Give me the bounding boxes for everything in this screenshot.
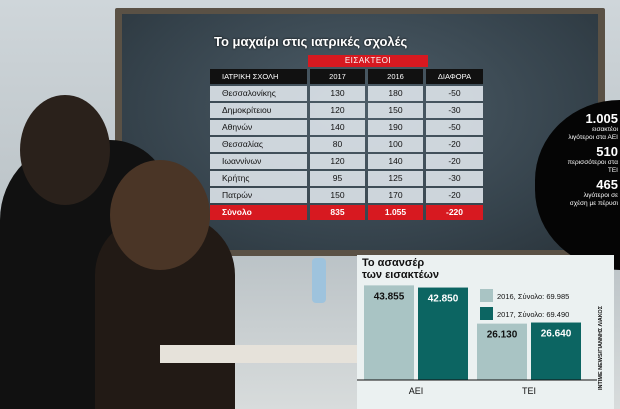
table-row: Θεσσαλίας 80 100 -20 xyxy=(210,137,486,152)
admissions-bar-chart: 43.855 42.850 ΑΕΙ 26.130 26.640 ΤΕΙ 2016, Σύνο… xyxy=(357,285,597,396)
bar xyxy=(364,285,414,380)
cell: 120 xyxy=(310,103,365,118)
callout-number: 1.005 xyxy=(585,111,618,126)
cell: 180 xyxy=(368,86,423,101)
student-right-head xyxy=(110,160,210,270)
desk xyxy=(160,345,360,363)
table-row: Αθηνών 140 190 -50 xyxy=(210,120,486,135)
cell: 120 xyxy=(310,154,365,169)
cell: -20 xyxy=(426,137,483,152)
table-title: Το μαχαίρι στις ιατρικές σχολές xyxy=(214,34,408,49)
callout-text: εισακτέοι λιγότεροι στα ΑΕΙ xyxy=(568,126,618,141)
cell: 1.055 xyxy=(368,205,423,220)
table-row: Δημοκρίτειου 120 150 -30 xyxy=(210,103,486,118)
cell: -50 xyxy=(426,120,483,135)
cell: -20 xyxy=(426,154,483,169)
category-label: ΑΕΙ xyxy=(409,386,424,396)
cell: 150 xyxy=(310,188,365,203)
bar xyxy=(418,287,468,380)
callout-number: 465 xyxy=(596,177,618,192)
chart-title-line: Το ασανσέρ xyxy=(362,257,425,269)
table-row: Κρήτης 95 125 -30 xyxy=(210,171,486,186)
data-label: 43.855 xyxy=(374,291,405,302)
cell: -20 xyxy=(426,188,483,203)
column-header: ΙΑΤΡΙΚΗ ΣΧΟΛΗ xyxy=(210,69,307,84)
cell: 100 xyxy=(368,137,423,152)
cell: Ιωαννίνων xyxy=(210,154,307,169)
cell: -30 xyxy=(426,171,483,186)
cell: 140 xyxy=(368,154,423,169)
legend-label: 2017, Σύνολο: 69.490 xyxy=(497,310,569,319)
column-header: 2016 xyxy=(368,69,423,84)
photo-credit: INTIME NEWS/ΓΙΑΝΝΗΣ ΛΙΑΚΟΣ xyxy=(598,305,604,390)
cell: 130 xyxy=(310,86,365,101)
cell: Δημοκρίτειου xyxy=(210,103,307,118)
cell: Θεσσαλίας xyxy=(210,137,307,152)
callout-text: λιγότεροι σε σχέση με πέρυσι xyxy=(569,192,618,207)
table-row: Θεσσαλονίκης 130 180 -50 xyxy=(210,86,486,101)
callout-number: 510 xyxy=(596,144,618,159)
cell: 150 xyxy=(368,103,423,118)
callout-text: περισσότεροι στα ΤΕΙ xyxy=(567,159,618,174)
data-label: 26.640 xyxy=(541,329,572,340)
legend-swatch xyxy=(480,289,493,302)
cell: Αθηνών xyxy=(210,120,307,135)
cell: 125 xyxy=(368,171,423,186)
student-left-head xyxy=(20,95,110,205)
legend-swatch xyxy=(480,307,493,320)
bar xyxy=(531,322,581,380)
water-bottle xyxy=(312,258,326,303)
column-header: ΔΙΑΦΟΡΑ xyxy=(426,69,483,84)
cell: Θεσσαλονίκης xyxy=(210,86,307,101)
category-label: ΤΕΙ xyxy=(522,386,536,396)
cell: 170 xyxy=(368,188,423,203)
cell: 190 xyxy=(368,120,423,135)
column-header: 2017 xyxy=(310,69,365,84)
cell: 140 xyxy=(310,120,365,135)
data-label: 42.850 xyxy=(428,294,459,305)
table-row: Πατρών 150 170 -20 xyxy=(210,188,486,203)
data-label: 26.130 xyxy=(487,330,518,341)
cell: 835 xyxy=(310,205,365,220)
legend-label: 2016, Σύνολο: 69.985 xyxy=(497,292,569,301)
cell: -30 xyxy=(426,103,483,118)
chart-title: Το ασανσέρ των εισακτέων xyxy=(362,257,439,281)
total-row: Σύνολο 835 1.055 -220 xyxy=(210,205,486,220)
cell: Σύνολο xyxy=(210,205,307,220)
cell: Κρήτης xyxy=(210,171,307,186)
cell: Πατρών xyxy=(210,188,307,203)
bar xyxy=(477,323,527,380)
group-header: ΕΙΣΑΚΤΕΟΙ xyxy=(308,55,428,67)
table-row: Ιωαννίνων 120 140 -20 xyxy=(210,154,486,169)
table-header: ΙΑΤΡΙΚΗ ΣΧΟΛΗ 2017 2016 ΔΙΑΦΟΡΑ xyxy=(210,69,486,84)
cell: 80 xyxy=(310,137,365,152)
chart-title-line: των εισακτέων xyxy=(362,269,440,281)
cell: 95 xyxy=(310,171,365,186)
callouts: 1.005 εισακτέοι λιγότεροι στα ΑΕΙ 510 πε… xyxy=(548,112,618,208)
cell: -50 xyxy=(426,86,483,101)
cell: -220 xyxy=(426,205,483,220)
